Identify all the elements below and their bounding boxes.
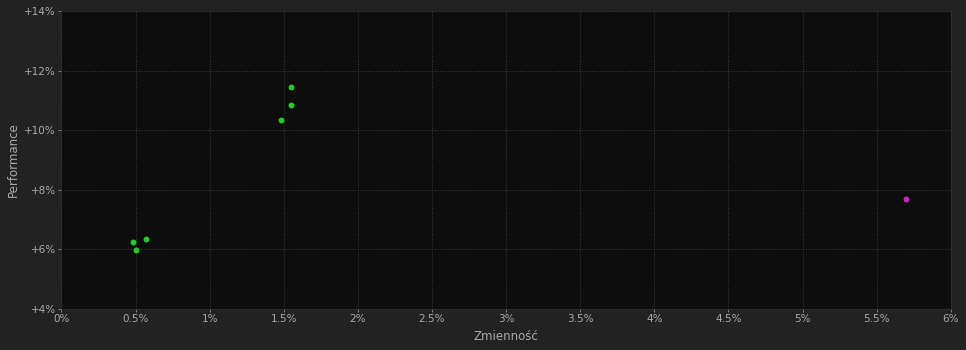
Point <box>283 84 298 90</box>
Y-axis label: Performance: Performance <box>7 122 20 197</box>
Point <box>128 247 143 253</box>
Point <box>283 102 298 107</box>
Point <box>138 236 154 242</box>
Point <box>273 117 289 122</box>
X-axis label: Zmienność: Zmienność <box>473 330 538 343</box>
Point <box>125 239 140 245</box>
Point <box>898 196 914 202</box>
